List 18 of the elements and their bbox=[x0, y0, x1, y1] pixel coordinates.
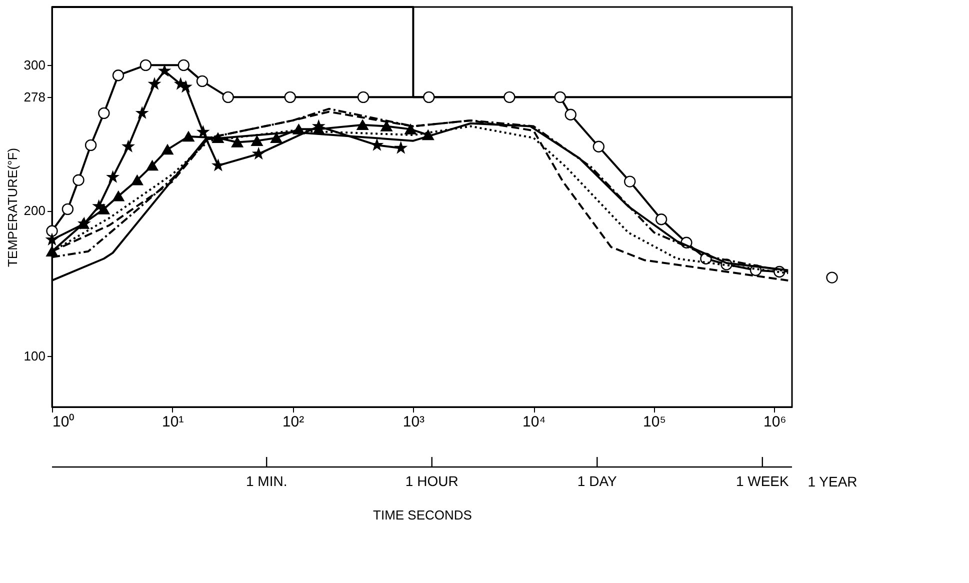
x-tick-label: 10⁴ bbox=[522, 414, 546, 430]
x-tick-label: 1 YEAR bbox=[808, 474, 858, 490]
x-tick-label: 10⁰ bbox=[52, 414, 74, 430]
y-tick-label: 200 bbox=[24, 203, 46, 218]
x-tick-label: 10⁶ bbox=[763, 414, 786, 430]
y-axis-title: TEMPERATURE(°F) bbox=[4, 148, 20, 268]
y-tick-label: 278 bbox=[24, 90, 46, 105]
x-tick-label: 10² bbox=[282, 414, 304, 430]
x-axis-title: TIME SECONDS bbox=[373, 508, 472, 522]
text: 1 HOUR bbox=[405, 473, 458, 489]
y-tick-label: 300 bbox=[24, 58, 46, 73]
text: 1 WEEK bbox=[736, 473, 790, 489]
x-tick-label: 10⁵ bbox=[643, 414, 666, 430]
x-tick-label: 10¹ bbox=[162, 414, 184, 430]
text: 1 DAY bbox=[577, 473, 618, 489]
y-tick-label: 100 bbox=[24, 348, 46, 364]
text: 1 MIN. bbox=[246, 473, 288, 489]
x-tick-label: 10³ bbox=[402, 414, 425, 430]
